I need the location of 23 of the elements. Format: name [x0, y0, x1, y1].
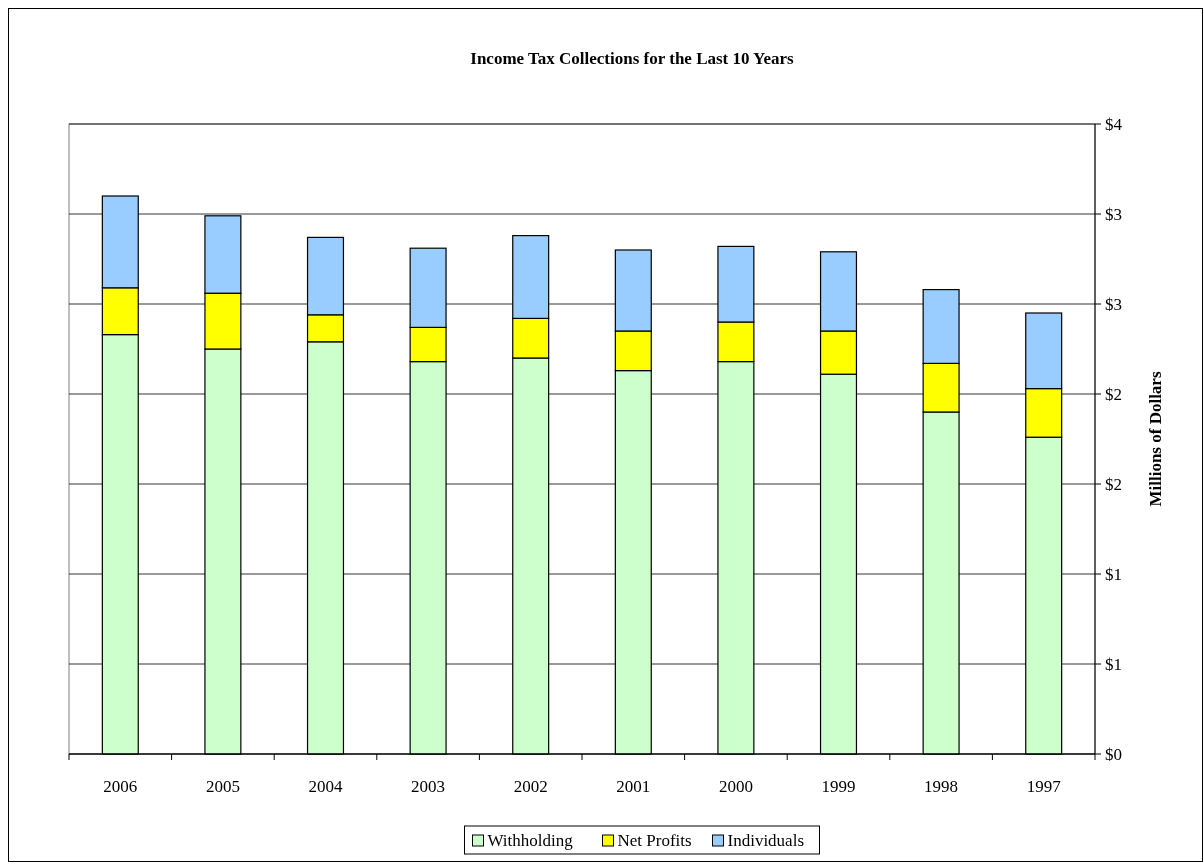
y-tick-label: $4: [1105, 115, 1123, 134]
x-tick-label: 1999: [821, 777, 856, 796]
x-tick-label: 2004: [308, 777, 343, 796]
x-tick-label: 2006: [103, 777, 138, 796]
y-tick-label: $2: [1105, 475, 1122, 494]
x-tick-label: 2001: [616, 777, 651, 796]
y-tick-label: $2: [1105, 385, 1122, 404]
legend-label: Individuals: [727, 831, 804, 850]
y-tick-label: $3: [1105, 295, 1122, 314]
y-tick-label: $0: [1105, 745, 1122, 764]
x-tick-label: 2000: [718, 777, 753, 796]
y-tick-label: $3: [1105, 205, 1122, 224]
y-axis-title: Millions of Dollars: [1146, 371, 1165, 507]
y-tick-label: $1: [1105, 655, 1122, 674]
legend-label: Withholding: [487, 831, 574, 850]
legend-label: Net Profits: [617, 831, 692, 850]
y-tick-label: $1: [1105, 565, 1122, 584]
x-tick-label: 2005: [205, 777, 240, 796]
x-tick-label: 2002: [513, 777, 548, 796]
x-tick-label: 1998: [924, 777, 959, 796]
x-tick-label: 1997: [1026, 777, 1062, 796]
chart-title: Income Tax Collections for the Last 10 Years: [470, 49, 795, 68]
x-tick-label: 2003: [411, 777, 446, 796]
